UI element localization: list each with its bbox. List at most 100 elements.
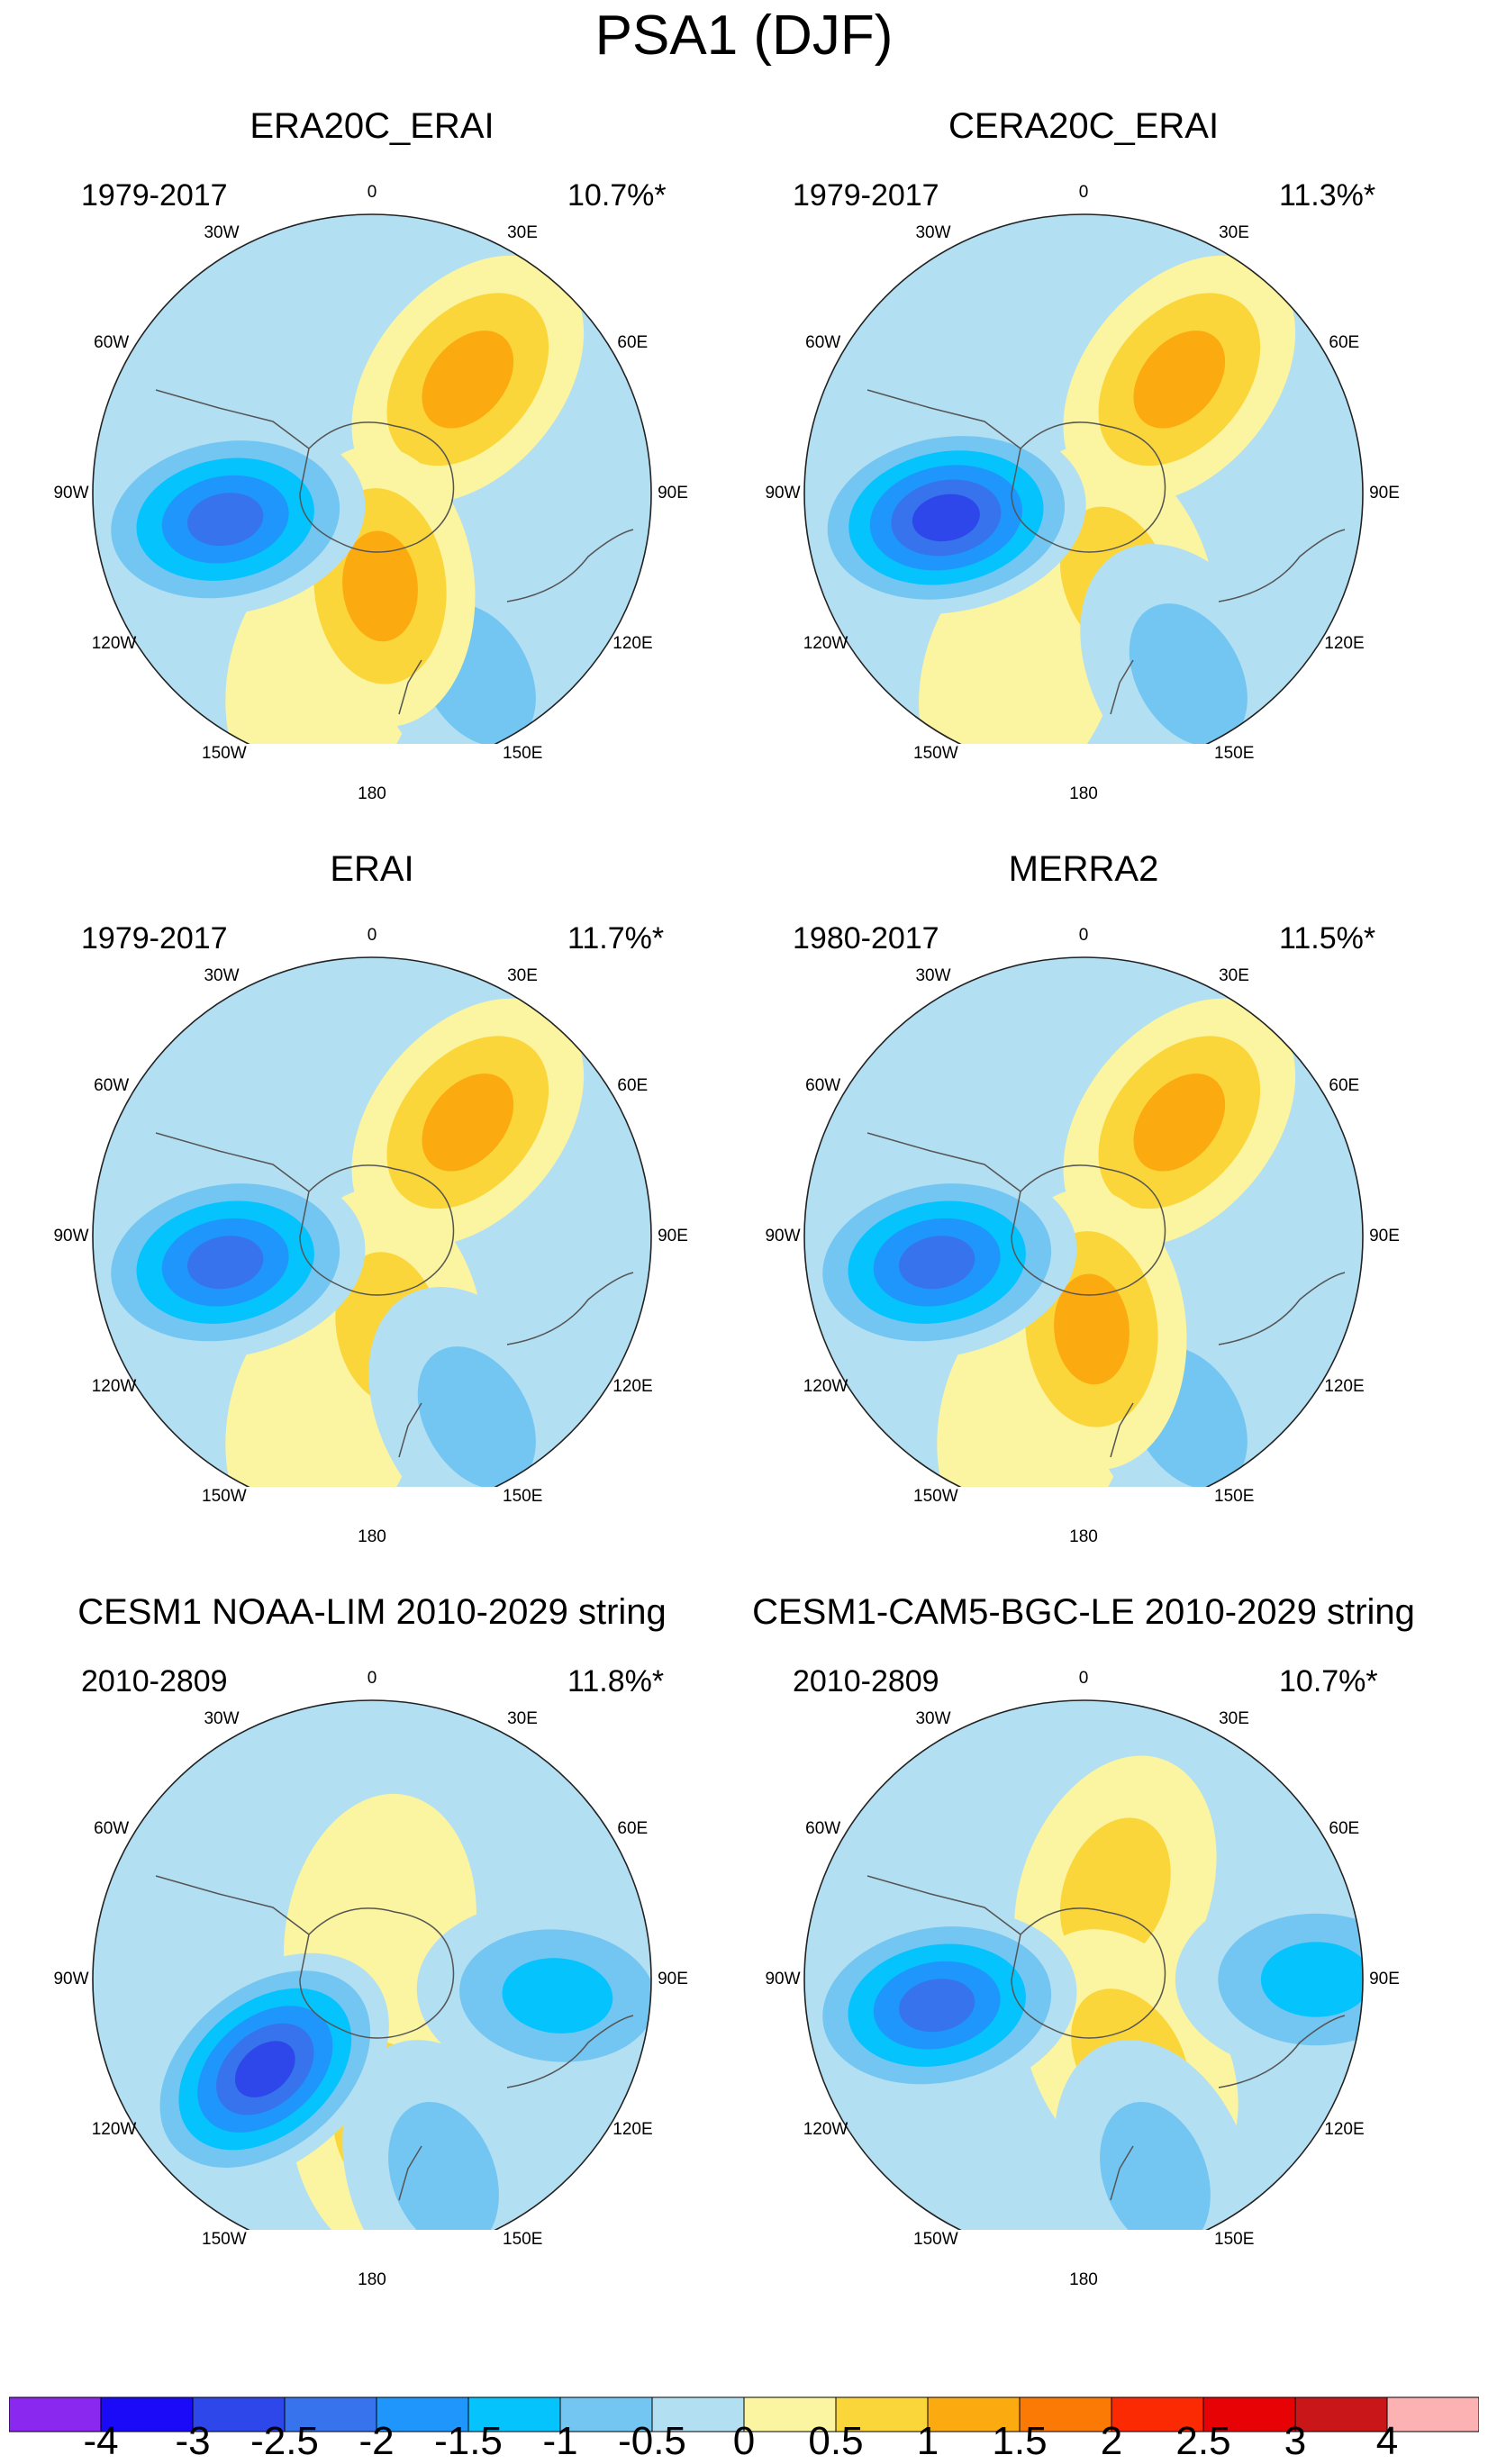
- longitude-label: 90E: [1369, 1970, 1400, 1988]
- low-anomaly-contour: [1129, 603, 1248, 744]
- longitude-label: 120W: [803, 634, 848, 653]
- low-anomaly-contour: [912, 494, 980, 542]
- longitude-label: 60W: [805, 1076, 841, 1095]
- longitude-label: 60E: [617, 333, 649, 352]
- colorbar-label: -2: [358, 2419, 395, 2463]
- colorbar-swatch: [1202, 2396, 1296, 2432]
- longitude-label: 30E: [1219, 1708, 1249, 1728]
- colorbar-swatch: [376, 2396, 469, 2432]
- longitude-label: 180: [358, 1527, 386, 1546]
- new-zealand-coastline: [398, 1402, 422, 1458]
- panel-variance-explained: 11.5%*: [1279, 921, 1376, 956]
- colorbar-label: 4: [1375, 2419, 1399, 2463]
- figure-title: PSA1 (DJF): [594, 5, 894, 67]
- colorbar-swatch: [1386, 2396, 1479, 2432]
- longitude-label: 0: [367, 1669, 377, 1688]
- map-panel: MERRA2 1980-2017 11.5%* 0 30E 60E 90E 120E 150E 1…: [712, 743, 1456, 1546]
- longitude-label: 90E: [1369, 484, 1400, 503]
- map-panel: ERA20C_ERAI 1979-2017 10.7%* 0 30E 60E 90E 120E…: [0, 0, 744, 803]
- longitude-label: 120E: [1324, 1377, 1365, 1396]
- longitude-label: 180: [1069, 784, 1098, 803]
- longitude-label: 150W: [913, 744, 958, 764]
- longitude-label: 120W: [803, 2120, 848, 2139]
- longitude-label: 120W: [803, 1377, 848, 1396]
- panel-period: 1980-2017: [793, 921, 939, 956]
- longitude-label: 120W: [91, 634, 137, 653]
- longitude-label: 150W: [202, 1487, 247, 1507]
- colorbar-swatch: [651, 2396, 745, 2432]
- low-anomaly-contour: [388, 2101, 499, 2230]
- longitude-label: 0: [367, 183, 377, 202]
- new-zealand-coastline: [1110, 1402, 1134, 1458]
- longitude-label: 90W: [765, 484, 801, 503]
- longitude-label: 150E: [503, 1487, 543, 1507]
- polar-map: [803, 213, 1364, 744]
- map-boundary: [803, 213, 1364, 744]
- longitude-label: 30W: [915, 1708, 951, 1728]
- panel-period: 2010-2809: [81, 1664, 228, 1699]
- polar-map: [92, 1699, 652, 2230]
- panel-title: MERRA2: [1008, 849, 1159, 889]
- high-anomaly-contour: [422, 1073, 514, 1172]
- longitude-label: 120W: [91, 1377, 137, 1396]
- longitude-label: 150E: [1214, 2230, 1255, 2250]
- high-anomaly-contour: [1133, 331, 1226, 429]
- low-anomaly-contour: [417, 1346, 536, 1487]
- antarctica-coastline: [1011, 1907, 1166, 2039]
- longitude-label: 150E: [503, 2230, 543, 2250]
- longitude-label: 150W: [202, 744, 247, 764]
- panel-title: CESM1-CAM5-BGC-LE 2010-2029 string: [752, 1592, 1415, 1632]
- low-anomaly-contour: [187, 493, 264, 547]
- longitude-label: 30E: [1219, 222, 1249, 242]
- longitude-label: 180: [1069, 1527, 1098, 1546]
- colorbar-label: -1: [542, 2419, 578, 2463]
- colorbar-swatch: [559, 2396, 653, 2432]
- south-america-coastline: [866, 389, 1021, 449]
- longitude-label: 90W: [765, 1970, 801, 1988]
- longitude-label: 120W: [91, 2120, 137, 2139]
- longitude-label: 0: [1078, 1669, 1089, 1688]
- longitude-label: 90W: [765, 1227, 801, 1246]
- longitude-label: 150W: [202, 2230, 247, 2250]
- longitude-label: 120E: [612, 1377, 653, 1396]
- longitude-label: 150E: [1214, 744, 1255, 764]
- longitude-label: 90E: [658, 1227, 688, 1246]
- longitude-label: 30E: [507, 1708, 538, 1728]
- longitude-label: 30E: [1219, 965, 1249, 985]
- longitude-label: 30W: [204, 965, 240, 985]
- australia-coastline: [506, 1272, 634, 1345]
- south-america-coastline: [866, 1132, 1021, 1192]
- australia-coastline: [506, 529, 634, 602]
- polar-map: [803, 1699, 1364, 2230]
- longitude-label: 60W: [805, 1819, 841, 1838]
- colorbar-label: 2: [1100, 2419, 1123, 2463]
- new-zealand-coastline: [398, 659, 422, 715]
- panel-title: ERAI: [330, 849, 414, 889]
- longitude-label: 120E: [1324, 2120, 1365, 2139]
- panel-period: 1979-2017: [81, 178, 228, 213]
- longitude-label: 90E: [1369, 1227, 1400, 1246]
- new-zealand-coastline: [1110, 2145, 1134, 2201]
- new-zealand-coastline: [1110, 659, 1134, 715]
- colorbar-label: 2.5: [1175, 2419, 1231, 2463]
- high-anomaly-contour: [342, 530, 418, 642]
- high-anomaly-contour: [422, 331, 514, 429]
- panel-title: CERA20C_ERAI: [948, 106, 1220, 146]
- longitude-label: 90W: [53, 1970, 89, 1988]
- longitude-label: 60W: [94, 1819, 130, 1838]
- antarctica-coastline: [299, 1164, 455, 1296]
- longitude-label: 60W: [94, 333, 130, 352]
- colorbar-swatch: [743, 2396, 837, 2432]
- longitude-label: 150E: [1214, 1487, 1255, 1507]
- colorbar-label: 0.5: [808, 2419, 864, 2463]
- australia-coastline: [1218, 2015, 1346, 2088]
- longitude-label: 60E: [1329, 1819, 1360, 1838]
- map-boundary: [92, 956, 652, 1487]
- colorbar-swatch: [835, 2396, 929, 2432]
- colorbar-swatch: [927, 2396, 1021, 2432]
- colorbar-label: 1: [916, 2419, 939, 2463]
- longitude-label: 60E: [617, 1076, 649, 1095]
- panel-variance-explained: 10.7%*: [567, 178, 667, 213]
- south-america-coastline: [155, 389, 310, 449]
- longitude-label: 150W: [913, 2230, 958, 2250]
